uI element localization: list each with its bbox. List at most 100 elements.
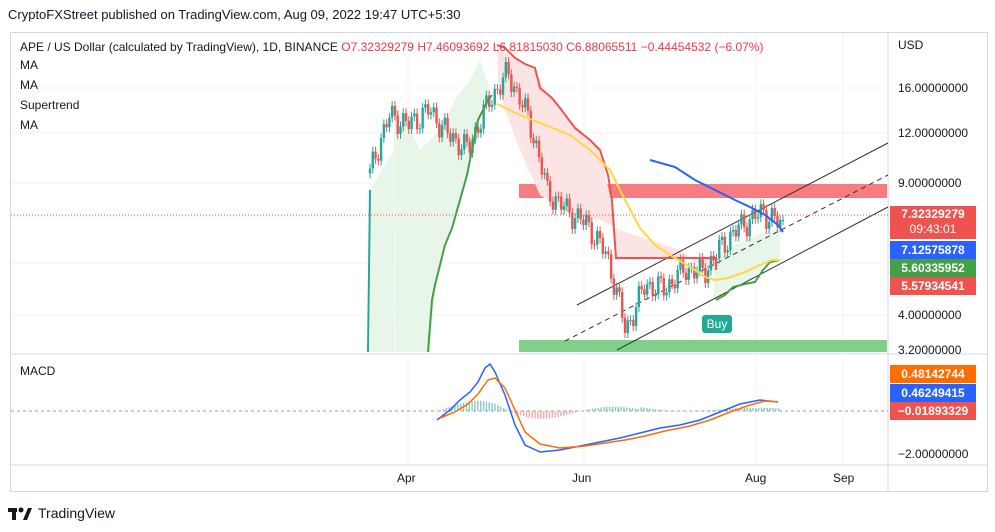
macd-hist-bar <box>649 408 651 411</box>
macd-hist-bar <box>709 410 711 411</box>
macd-tag: 0.48142744 <box>890 365 976 383</box>
candle-body <box>709 255 713 271</box>
candle-body <box>640 286 643 290</box>
candle-body <box>546 172 549 181</box>
macd-indicator-label[interactable]: MACD <box>20 364 56 378</box>
macd-hist-bar <box>706 410 708 411</box>
symbol-title[interactable]: APE / US Dollar (calculated by TradingVi… <box>20 40 338 54</box>
macd-hist-bar <box>732 408 734 411</box>
macd-hist-bar <box>514 411 516 414</box>
candle-body <box>554 196 557 210</box>
macd-hist-bar <box>663 410 665 411</box>
macd-hist-bar <box>666 410 668 411</box>
macd-hist-bar <box>626 407 628 411</box>
macd-hist-bar <box>640 407 642 411</box>
candle-body <box>432 107 435 113</box>
candle-body <box>737 224 740 237</box>
ma-blue-line <box>649 159 784 233</box>
candle-body <box>598 231 602 238</box>
macd-hist-bar <box>563 411 565 416</box>
candle-body <box>390 105 394 118</box>
macd-hist-bar <box>674 411 677 412</box>
candle-body <box>512 86 516 92</box>
macd-hist-bar <box>522 411 525 417</box>
macd-hist-bar <box>502 408 505 411</box>
macd-hist-bar <box>603 407 605 411</box>
macd-hist-bar <box>457 404 459 411</box>
macd-hist-bar <box>554 411 556 418</box>
indicator-supertrend[interactable]: Supertrend <box>20 98 80 112</box>
price-tick: 9.00000000 <box>898 176 962 190</box>
candle-body <box>496 88 499 90</box>
candle-body <box>706 270 710 284</box>
macd-hist-bar <box>740 408 743 411</box>
candle-body <box>676 269 679 289</box>
macd-hist-bar <box>517 411 519 415</box>
candle-body <box>587 215 591 223</box>
macd-hist-bar <box>717 409 720 411</box>
candle-body <box>612 278 616 295</box>
candle-body <box>377 158 380 161</box>
candle-body <box>535 140 538 144</box>
supertrend-line-green-2 <box>427 94 493 353</box>
candle-body <box>573 218 577 229</box>
macd-hist-bar <box>660 409 662 411</box>
price-axis-currency[interactable]: USD <box>898 38 924 52</box>
candle-body <box>765 210 768 229</box>
candle-body <box>693 267 696 279</box>
indicator-ma-2[interactable]: MA <box>20 78 38 92</box>
candle-body <box>659 276 663 279</box>
candle-body <box>479 128 483 133</box>
candle-body <box>529 110 532 139</box>
candle-body <box>393 105 397 116</box>
candle-body <box>438 123 441 138</box>
candle-body <box>518 87 521 105</box>
macd-hist-bar <box>769 407 771 411</box>
candle-body <box>767 222 771 229</box>
macd-hist-bar <box>760 407 763 411</box>
indicator-ma-3[interactable]: MA <box>20 118 38 132</box>
macd-hist-bar <box>669 410 671 412</box>
macd-hist-bar <box>459 403 462 411</box>
candle-body <box>568 198 571 213</box>
close-value: C6.88065511 <box>566 40 638 54</box>
macd-hist-bar <box>597 407 599 411</box>
macd-hist-bar <box>689 411 691 412</box>
candle-body <box>515 86 519 88</box>
candle-body <box>499 89 502 95</box>
candle-body <box>609 254 613 279</box>
candle-body <box>626 320 629 334</box>
macd-hist-bar <box>620 407 622 411</box>
signal-line <box>439 377 779 449</box>
candle-body <box>729 231 732 251</box>
candle-body <box>662 278 666 296</box>
time-tick: Jun <box>572 471 592 485</box>
candle-body <box>731 229 735 232</box>
indicator-ma-1[interactable]: MA <box>20 58 38 72</box>
footer-brand[interactable]: TradingView <box>8 505 115 521</box>
candle-body <box>402 113 405 127</box>
macd-hist-bar <box>588 409 591 411</box>
macd-hist-bar <box>623 407 625 411</box>
macd-hist-bar <box>752 407 754 411</box>
macd-hist-bar <box>657 409 660 411</box>
open-value: O7.32329279 <box>341 40 414 54</box>
macd-hist-bar <box>560 411 562 417</box>
ma-yellow-line <box>496 103 780 282</box>
candle-body <box>532 138 535 144</box>
candle-body <box>551 201 555 210</box>
candle-body <box>368 168 372 174</box>
macd-hist-bar <box>703 410 705 412</box>
candle-body <box>440 124 444 138</box>
macd-hist-bar <box>437 411 439 412</box>
candle-body <box>654 294 657 297</box>
candle-body <box>571 212 574 229</box>
price-tick: 3.20000000 <box>898 343 962 357</box>
supertrend-up-fill-1 <box>370 150 394 352</box>
candle-body <box>773 208 776 217</box>
candle-body <box>399 126 402 134</box>
supertrend-down-fill <box>497 45 715 270</box>
chart-frame <box>10 32 988 492</box>
candle-body <box>701 257 704 268</box>
